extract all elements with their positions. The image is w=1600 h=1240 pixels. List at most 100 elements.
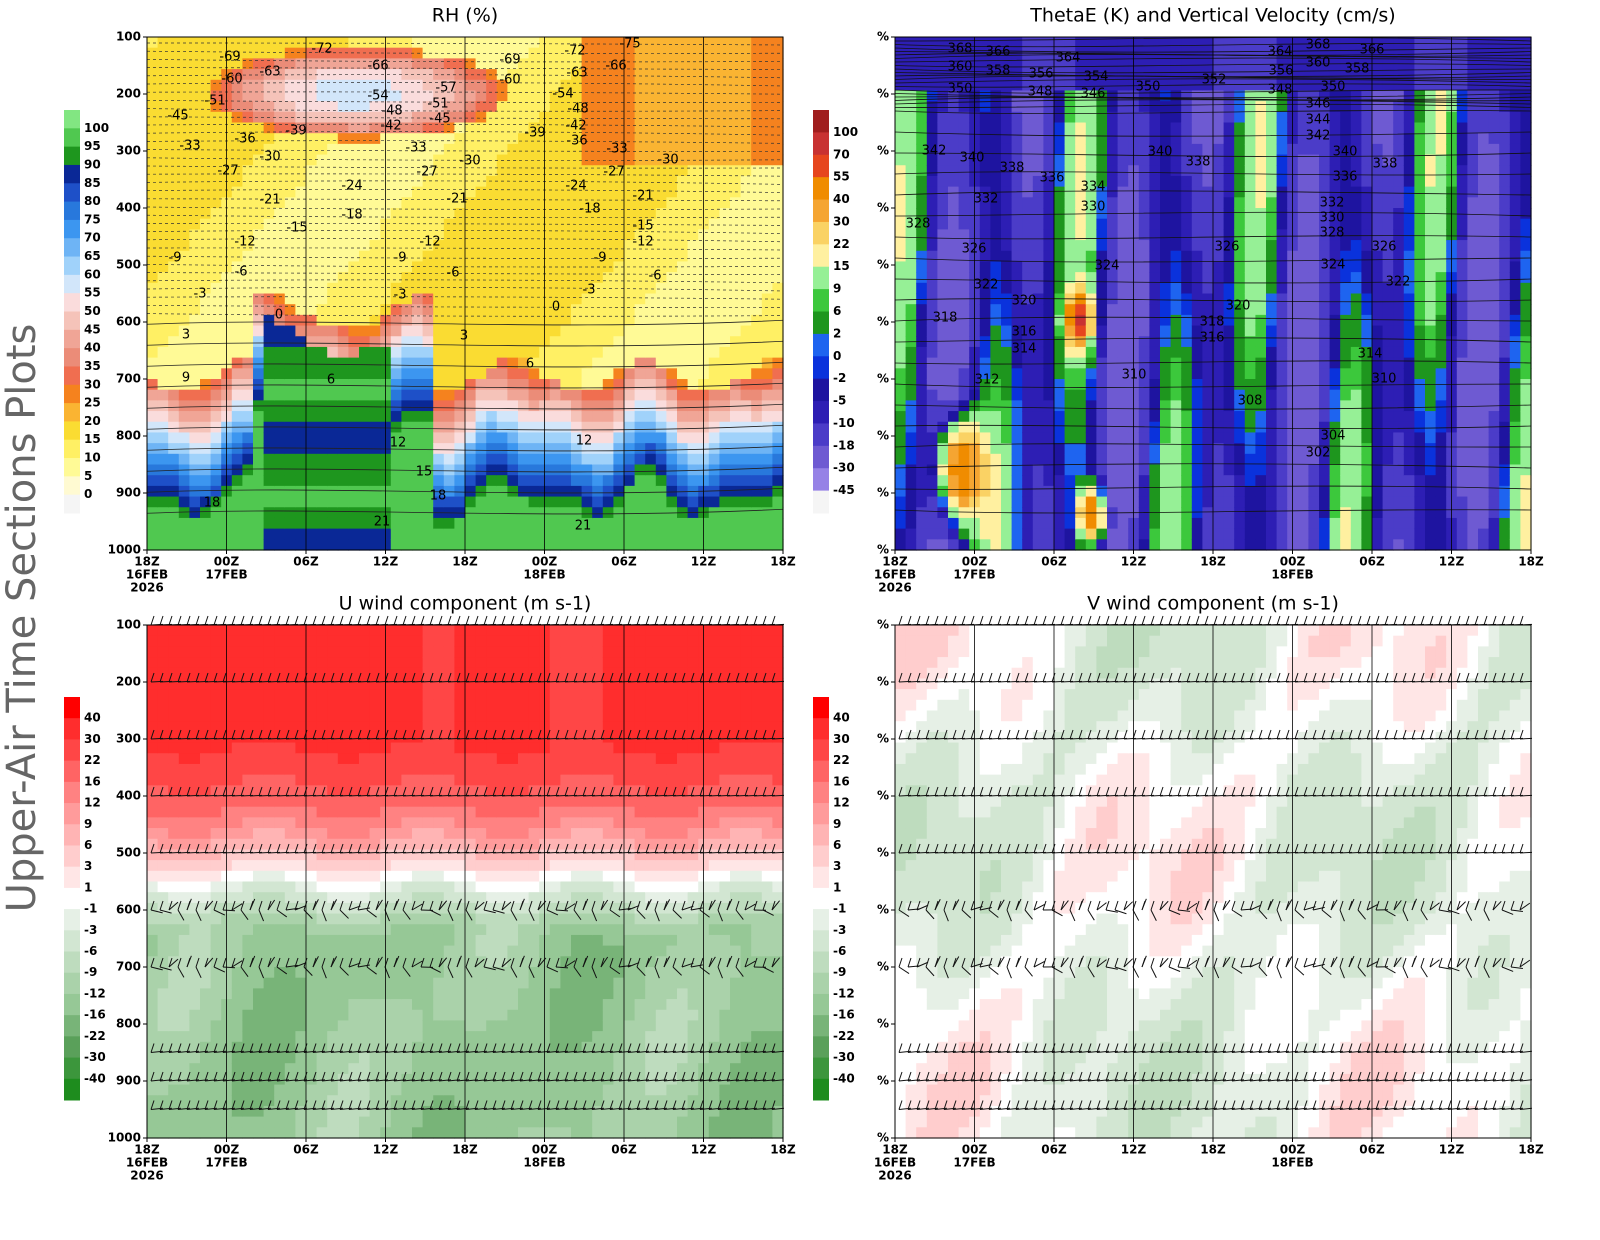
field-cell: [1298, 390, 1309, 401]
field-cell: [189, 261, 200, 272]
field-cell: [1171, 475, 1182, 486]
field-cell: [232, 454, 243, 465]
field-cell: [1096, 165, 1107, 176]
field-cell: [1213, 187, 1224, 198]
field-cell: [370, 539, 381, 550]
field-cell: [613, 123, 624, 134]
field-cell: [211, 219, 222, 230]
colorbar-label: 20: [84, 414, 101, 428]
contour-label: -21: [632, 189, 653, 204]
field-cell: [1012, 197, 1023, 208]
field-cell: [751, 529, 762, 540]
field-cell: [253, 219, 264, 230]
field-cell: [1001, 315, 1012, 326]
field-cell: [1277, 197, 1288, 208]
field-cell: [1033, 443, 1044, 454]
field-cell: [1107, 475, 1118, 486]
field-cell: [348, 48, 359, 59]
field-cell: [645, 379, 656, 390]
field-cell: [1001, 272, 1012, 283]
field-cell: [571, 486, 582, 497]
field-cell: [1245, 454, 1256, 465]
field-cell: [937, 507, 948, 518]
field-cell: [603, 432, 614, 443]
field-cell: [895, 187, 906, 198]
contour-label: -24: [341, 179, 362, 194]
field-cell: [497, 176, 508, 187]
field-cell: [1107, 422, 1118, 433]
field-cell: [560, 443, 571, 454]
field-cell: [1160, 283, 1171, 294]
field-cell: [1213, 261, 1224, 272]
field-cell: [211, 368, 222, 379]
field-cell: [497, 539, 508, 550]
field-cell: [980, 304, 991, 315]
field-cell: [327, 208, 338, 219]
field-cell: [264, 240, 275, 251]
field-cell: [317, 187, 328, 198]
field-cell: [948, 229, 959, 240]
field-cell: [211, 379, 222, 390]
field-cell: [719, 390, 730, 401]
field-cell: [959, 133, 970, 144]
field-cell: [730, 294, 741, 305]
field-cell: [454, 229, 465, 240]
field-cell: [401, 112, 412, 123]
field-cell: [348, 518, 359, 529]
field-cell: [1298, 261, 1309, 272]
field-cell: [688, 379, 699, 390]
field-cell: [1086, 165, 1097, 176]
contour-label: -57: [435, 81, 456, 96]
field-cell: [709, 251, 720, 262]
field-cell: [1118, 80, 1129, 91]
field-cell: [179, 507, 190, 518]
field-cell: [906, 411, 917, 422]
field-cell: [1043, 347, 1054, 358]
field-cell: [359, 390, 370, 401]
field-cell: [762, 165, 773, 176]
field-cell: [1065, 123, 1076, 134]
field-cell: [1075, 123, 1086, 134]
field-cell: [927, 422, 938, 433]
field-cell: [1043, 368, 1054, 379]
field-cell: [211, 187, 222, 198]
field-cell: [895, 294, 906, 305]
field-cell: [730, 336, 741, 347]
field-cell: [1298, 497, 1309, 508]
contour-label: 9: [182, 371, 190, 386]
field-cell: [476, 368, 487, 379]
field-cell: [1022, 283, 1033, 294]
field-cell: [1171, 368, 1182, 379]
field-cell: [1033, 155, 1044, 166]
field-cell: [730, 518, 741, 529]
field-cell: [948, 390, 959, 401]
field-cell: [1245, 422, 1256, 433]
contour-label: -63: [259, 65, 280, 80]
contour-label: 12: [390, 436, 407, 451]
field-cell: [1308, 261, 1319, 272]
field-cell: [189, 454, 200, 465]
field-cell: [980, 315, 991, 326]
field-cell: [730, 454, 741, 465]
field-cell: [688, 497, 699, 508]
field-cell: [317, 80, 328, 91]
field-cell: [592, 90, 603, 101]
field-cell: [1160, 187, 1171, 198]
field-cell: [1213, 283, 1224, 294]
field-cell: [741, 272, 752, 283]
field-cell: [906, 347, 917, 358]
field-cell: [927, 251, 938, 262]
field-cell: [1065, 251, 1076, 262]
field-cell: [433, 219, 444, 230]
field-cell: [1149, 283, 1160, 294]
field-cell: [741, 454, 752, 465]
field-cell: [603, 539, 614, 550]
field-cell: [1086, 155, 1097, 166]
field-cell: [1065, 144, 1076, 155]
field-cell: [423, 219, 434, 230]
field-cell: [635, 529, 646, 540]
field-cell: [719, 432, 730, 443]
field-cell: [677, 368, 688, 379]
field-cell: [990, 261, 1001, 272]
field-cell: [895, 326, 906, 337]
